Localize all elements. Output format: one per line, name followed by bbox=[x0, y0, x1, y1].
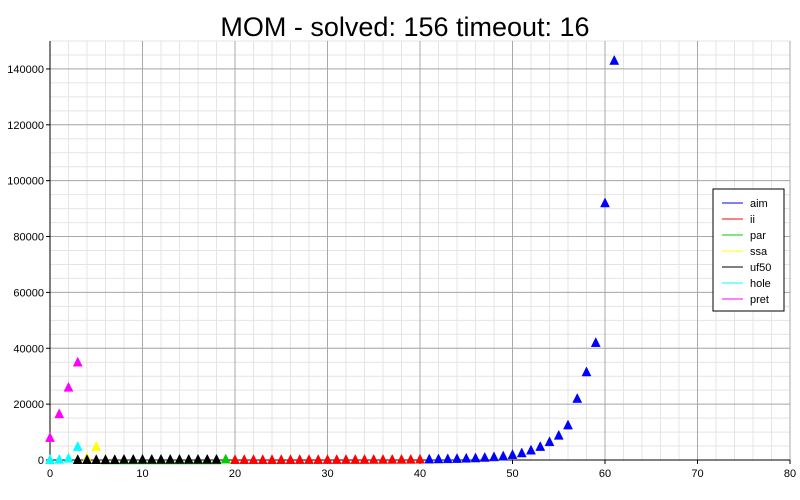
data-point-aim bbox=[424, 453, 435, 464]
data-point-ii bbox=[341, 454, 351, 464]
data-point-uf50 bbox=[202, 453, 213, 464]
chart-title: MOM - solved: 156 timeout: 16 bbox=[220, 12, 589, 42]
data-point-uf50 bbox=[183, 453, 194, 464]
data-point-ii bbox=[368, 453, 379, 464]
data-point-uf50 bbox=[146, 453, 157, 464]
data-point-aim bbox=[433, 453, 444, 464]
x-tick-label: 20 bbox=[229, 468, 241, 480]
data-point-aim bbox=[581, 366, 592, 377]
data-point-aim bbox=[535, 441, 546, 451]
y-tick-label: 60000 bbox=[13, 287, 44, 299]
legend-label-uf50: uf50 bbox=[750, 262, 771, 274]
data-point-ssa bbox=[91, 441, 102, 451]
data-point-uf50 bbox=[72, 454, 83, 464]
data-point-pret bbox=[72, 356, 83, 367]
y-tick-label: 100000 bbox=[7, 176, 44, 188]
data-point-aim bbox=[479, 451, 490, 462]
data-point-ii bbox=[276, 454, 287, 464]
y-tick-label: 80000 bbox=[13, 232, 44, 244]
legend-box bbox=[712, 188, 785, 312]
data-point-uf50 bbox=[137, 453, 148, 464]
data-point-uf50 bbox=[211, 453, 222, 464]
data-point-ii bbox=[322, 454, 333, 464]
data-point-aim bbox=[563, 419, 573, 430]
data-point-ii bbox=[248, 454, 259, 464]
data-point-ii bbox=[405, 453, 416, 464]
data-point-ii bbox=[396, 453, 407, 464]
y-tick-label: 0 bbox=[38, 455, 44, 467]
y-tick-label: 120000 bbox=[7, 120, 44, 132]
x-tick-label: 10 bbox=[136, 468, 148, 480]
legend-label-par: par bbox=[750, 230, 766, 242]
y-tick-label: 20000 bbox=[13, 399, 44, 411]
x-tick-label: 40 bbox=[414, 468, 426, 480]
data-point-ii bbox=[378, 453, 388, 464]
data-point-uf50 bbox=[193, 453, 203, 464]
data-point-aim bbox=[452, 453, 462, 463]
data-point-pret bbox=[54, 408, 65, 419]
y-axis-ticks: 0 20000 40000 60000 80000 100000 120000 140000 bbox=[7, 64, 50, 467]
data-point-aim bbox=[489, 451, 499, 462]
data-point-aim bbox=[526, 444, 536, 455]
data-point-uf50 bbox=[174, 453, 185, 464]
data-point-aim bbox=[544, 436, 555, 447]
data-point-aim bbox=[590, 337, 601, 347]
data-point-hole bbox=[45, 454, 55, 464]
x-tick-label: 50 bbox=[506, 468, 518, 480]
data-point-aim bbox=[442, 453, 453, 464]
legend-label-pret: pret bbox=[750, 294, 769, 306]
legend-label-aim: aim bbox=[750, 198, 768, 210]
data-point-ii bbox=[239, 454, 250, 464]
data-point-uf50 bbox=[91, 454, 102, 464]
x-axis-ticks: 0 10 20 30 40 50 60 70 80 bbox=[47, 460, 796, 480]
x-tick-label: 60 bbox=[599, 468, 611, 480]
data-point-ii bbox=[285, 454, 296, 464]
data-point-ii bbox=[313, 454, 324, 464]
data-point-aim bbox=[498, 450, 509, 461]
data-point-ii bbox=[359, 454, 370, 464]
data-point-uf50 bbox=[82, 454, 92, 464]
data-points bbox=[45, 54, 620, 465]
data-point-ii bbox=[257, 454, 268, 464]
x-tick-label: 30 bbox=[321, 468, 333, 480]
data-point-aim bbox=[600, 197, 610, 208]
data-point-ii bbox=[415, 453, 425, 464]
data-point-uf50 bbox=[109, 454, 120, 464]
x-tick-label: 80 bbox=[784, 468, 796, 480]
data-point-aim bbox=[572, 392, 583, 403]
data-point-aim bbox=[461, 452, 472, 463]
data-point-pret bbox=[63, 381, 74, 392]
legend-label-hole: hole bbox=[750, 278, 771, 290]
data-point-uf50 bbox=[119, 453, 129, 464]
data-point-ii bbox=[331, 454, 342, 464]
data-point-aim bbox=[516, 447, 527, 458]
legend-label-ssa: ssa bbox=[750, 246, 768, 258]
data-point-ii bbox=[294, 454, 305, 464]
data-point-hole bbox=[72, 441, 83, 451]
data-point-hole bbox=[54, 453, 65, 464]
data-point-ii bbox=[267, 454, 277, 464]
data-point-uf50 bbox=[156, 453, 166, 464]
data-point-aim bbox=[553, 429, 564, 440]
data-point-uf50 bbox=[100, 454, 111, 464]
data-point-ii bbox=[350, 454, 361, 464]
data-point-uf50 bbox=[128, 453, 139, 464]
data-point-hole bbox=[63, 452, 74, 463]
data-point-aim bbox=[507, 449, 518, 459]
data-point-aim bbox=[470, 452, 481, 463]
y-tick-label: 40000 bbox=[13, 343, 44, 355]
x-tick-label: 70 bbox=[691, 468, 703, 480]
x-tick-label: 0 bbox=[47, 468, 53, 480]
legend-label-ii: ii bbox=[750, 214, 755, 226]
data-point-ii bbox=[230, 454, 240, 464]
legend: aim ii par ssa uf50 hole pret bbox=[712, 188, 785, 312]
data-point-pret bbox=[45, 432, 55, 442]
data-point-ii bbox=[387, 453, 398, 464]
data-point-aim bbox=[609, 54, 620, 65]
data-point-ii bbox=[304, 454, 314, 464]
data-point-par bbox=[220, 453, 231, 464]
y-tick-label: 140000 bbox=[7, 64, 44, 76]
data-point-uf50 bbox=[165, 453, 176, 464]
